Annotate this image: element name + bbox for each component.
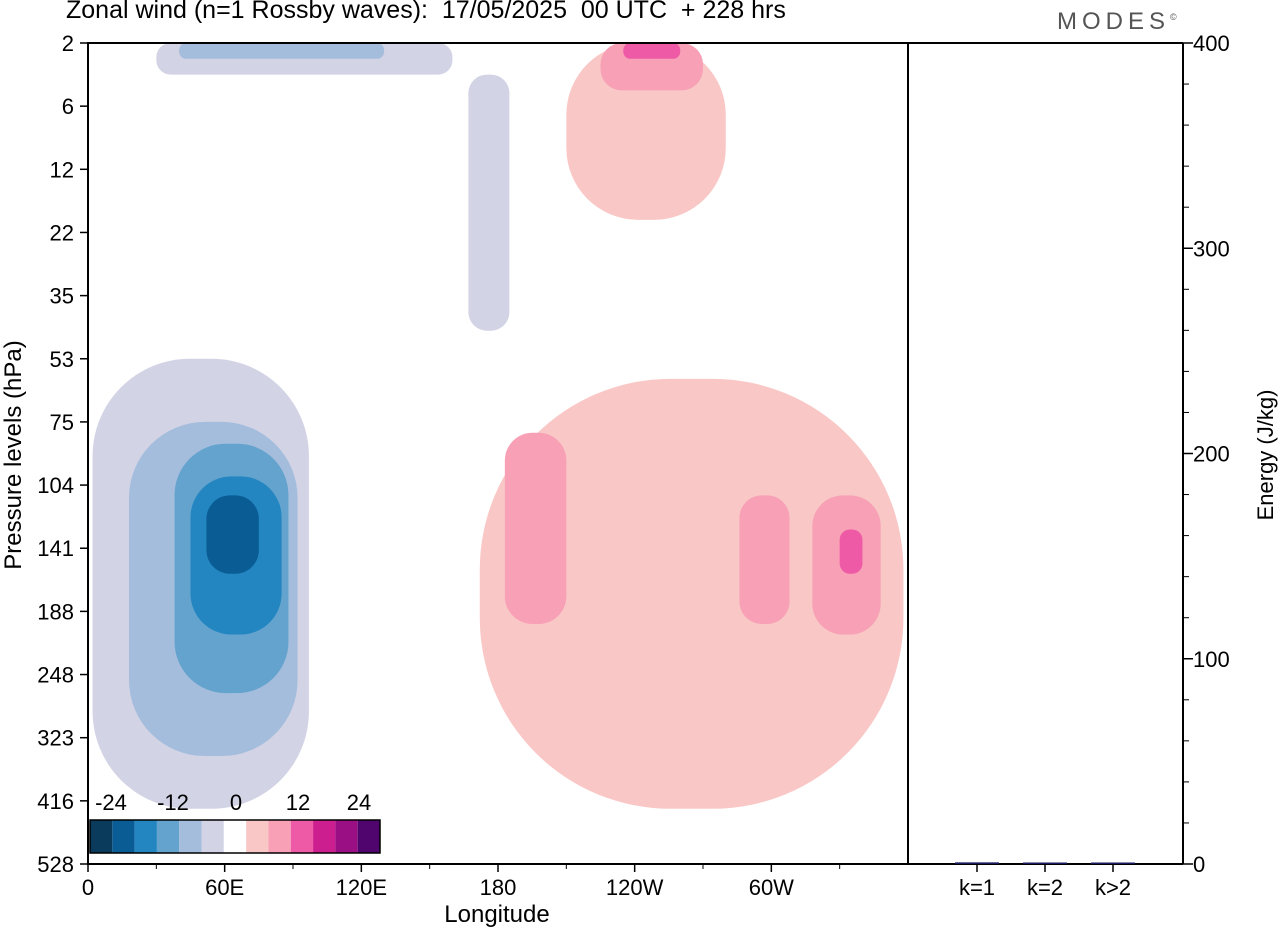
y-tick-label: 53	[50, 347, 74, 372]
y-tick-label: 528	[37, 852, 74, 877]
modes-logo: MODES©	[1057, 8, 1177, 36]
y-tick-label: 75	[50, 410, 74, 435]
colorbar-swatch	[268, 820, 291, 853]
x-tick-label: 180	[480, 875, 517, 900]
contour-10	[623, 43, 681, 59]
colorbar-swatch	[179, 820, 202, 853]
contour-7	[179, 43, 385, 59]
colorbar-label: 12	[286, 790, 310, 815]
y-tick-label: 12	[50, 157, 74, 182]
x-tick-label: 120E	[336, 875, 387, 900]
y-tick-label: 416	[37, 789, 74, 814]
colorbar: -24 -12 0 12 24	[89, 790, 381, 854]
x-tick-label: 60E	[205, 875, 244, 900]
y-tick-label: 6	[62, 94, 74, 119]
x-tick-label: 0	[82, 875, 94, 900]
energy-tick-label: 0	[1193, 852, 1205, 877]
energy-tick-label: 100	[1193, 647, 1230, 672]
x-tick-label: 120W	[606, 875, 664, 900]
energy-bar-k>2	[1091, 862, 1135, 864]
colorbar-swatch	[156, 820, 180, 853]
y-tick-label: 141	[37, 536, 74, 561]
colorbar-swatch	[313, 820, 336, 853]
y-tick-label: 188	[37, 599, 74, 624]
energy-tick-label: 300	[1193, 236, 1230, 261]
colorbar-swatch	[223, 820, 247, 853]
contour-5	[468, 74, 510, 331]
energy-axis-label: Energy (J/kg)	[1253, 390, 1278, 521]
logo-text: MODES	[1057, 8, 1171, 35]
energy-tick-label: 200	[1193, 442, 1230, 467]
y-tick-label: 323	[37, 726, 74, 751]
colorbar-label: -12	[157, 790, 189, 815]
energy-category-label: k=2	[1027, 875, 1063, 900]
contour-group	[92, 43, 904, 809]
colorbar-swatch	[201, 820, 224, 853]
logo-mark: ©	[1170, 12, 1177, 22]
colorbar-label: -24	[95, 790, 127, 815]
x-axis-ticks: 0 60E 120E 180 120W 60W	[82, 864, 841, 900]
colorbar-label: 24	[347, 790, 371, 815]
colorbar-swatch	[290, 820, 314, 853]
contour-12	[504, 432, 567, 625]
colorbar-swatch	[90, 820, 113, 853]
contour-4	[206, 495, 259, 574]
energy-tick-label: 400	[1193, 31, 1230, 56]
colorbar-swatch	[112, 820, 135, 853]
y-tick-label: 22	[50, 220, 74, 245]
chart-title: Zonal wind (n=1 Rossby waves): 17/05/202…	[66, 0, 786, 24]
colorbar-swatch	[134, 820, 157, 853]
energy-category-label: k=1	[959, 875, 995, 900]
contour-layer	[92, 43, 904, 809]
x-tick-label: 60W	[749, 875, 794, 900]
colorbar-swatch	[246, 820, 269, 853]
contour-13	[739, 495, 790, 625]
colorbar-outline	[89, 819, 381, 854]
x-axis-label: Longitude	[444, 901, 549, 928]
energy-bar-k=1	[955, 862, 999, 864]
colorbar-swatch	[357, 820, 380, 853]
colorbar-swatch	[335, 820, 358, 853]
y-tick-label: 104	[37, 473, 74, 498]
y-axis-label: Pressure levels (hPa)	[0, 340, 27, 569]
colorbar-label: 0	[230, 790, 242, 815]
energy-panel: 0 100 200 300 400 k=1 k=2 k>2	[908, 31, 1230, 900]
energy-category-label: k>2	[1095, 875, 1131, 900]
y-axis-ticks: 2 6 12 22 35 53 75 104 141 188 248 323 416 528	[37, 31, 88, 877]
y-tick-label: 35	[50, 284, 74, 309]
y-tick-label: 2	[62, 31, 74, 56]
energy-bar-k=2	[1023, 862, 1067, 864]
contour-15	[839, 529, 863, 574]
y-tick-label: 248	[37, 663, 74, 688]
contour-11	[479, 378, 904, 809]
